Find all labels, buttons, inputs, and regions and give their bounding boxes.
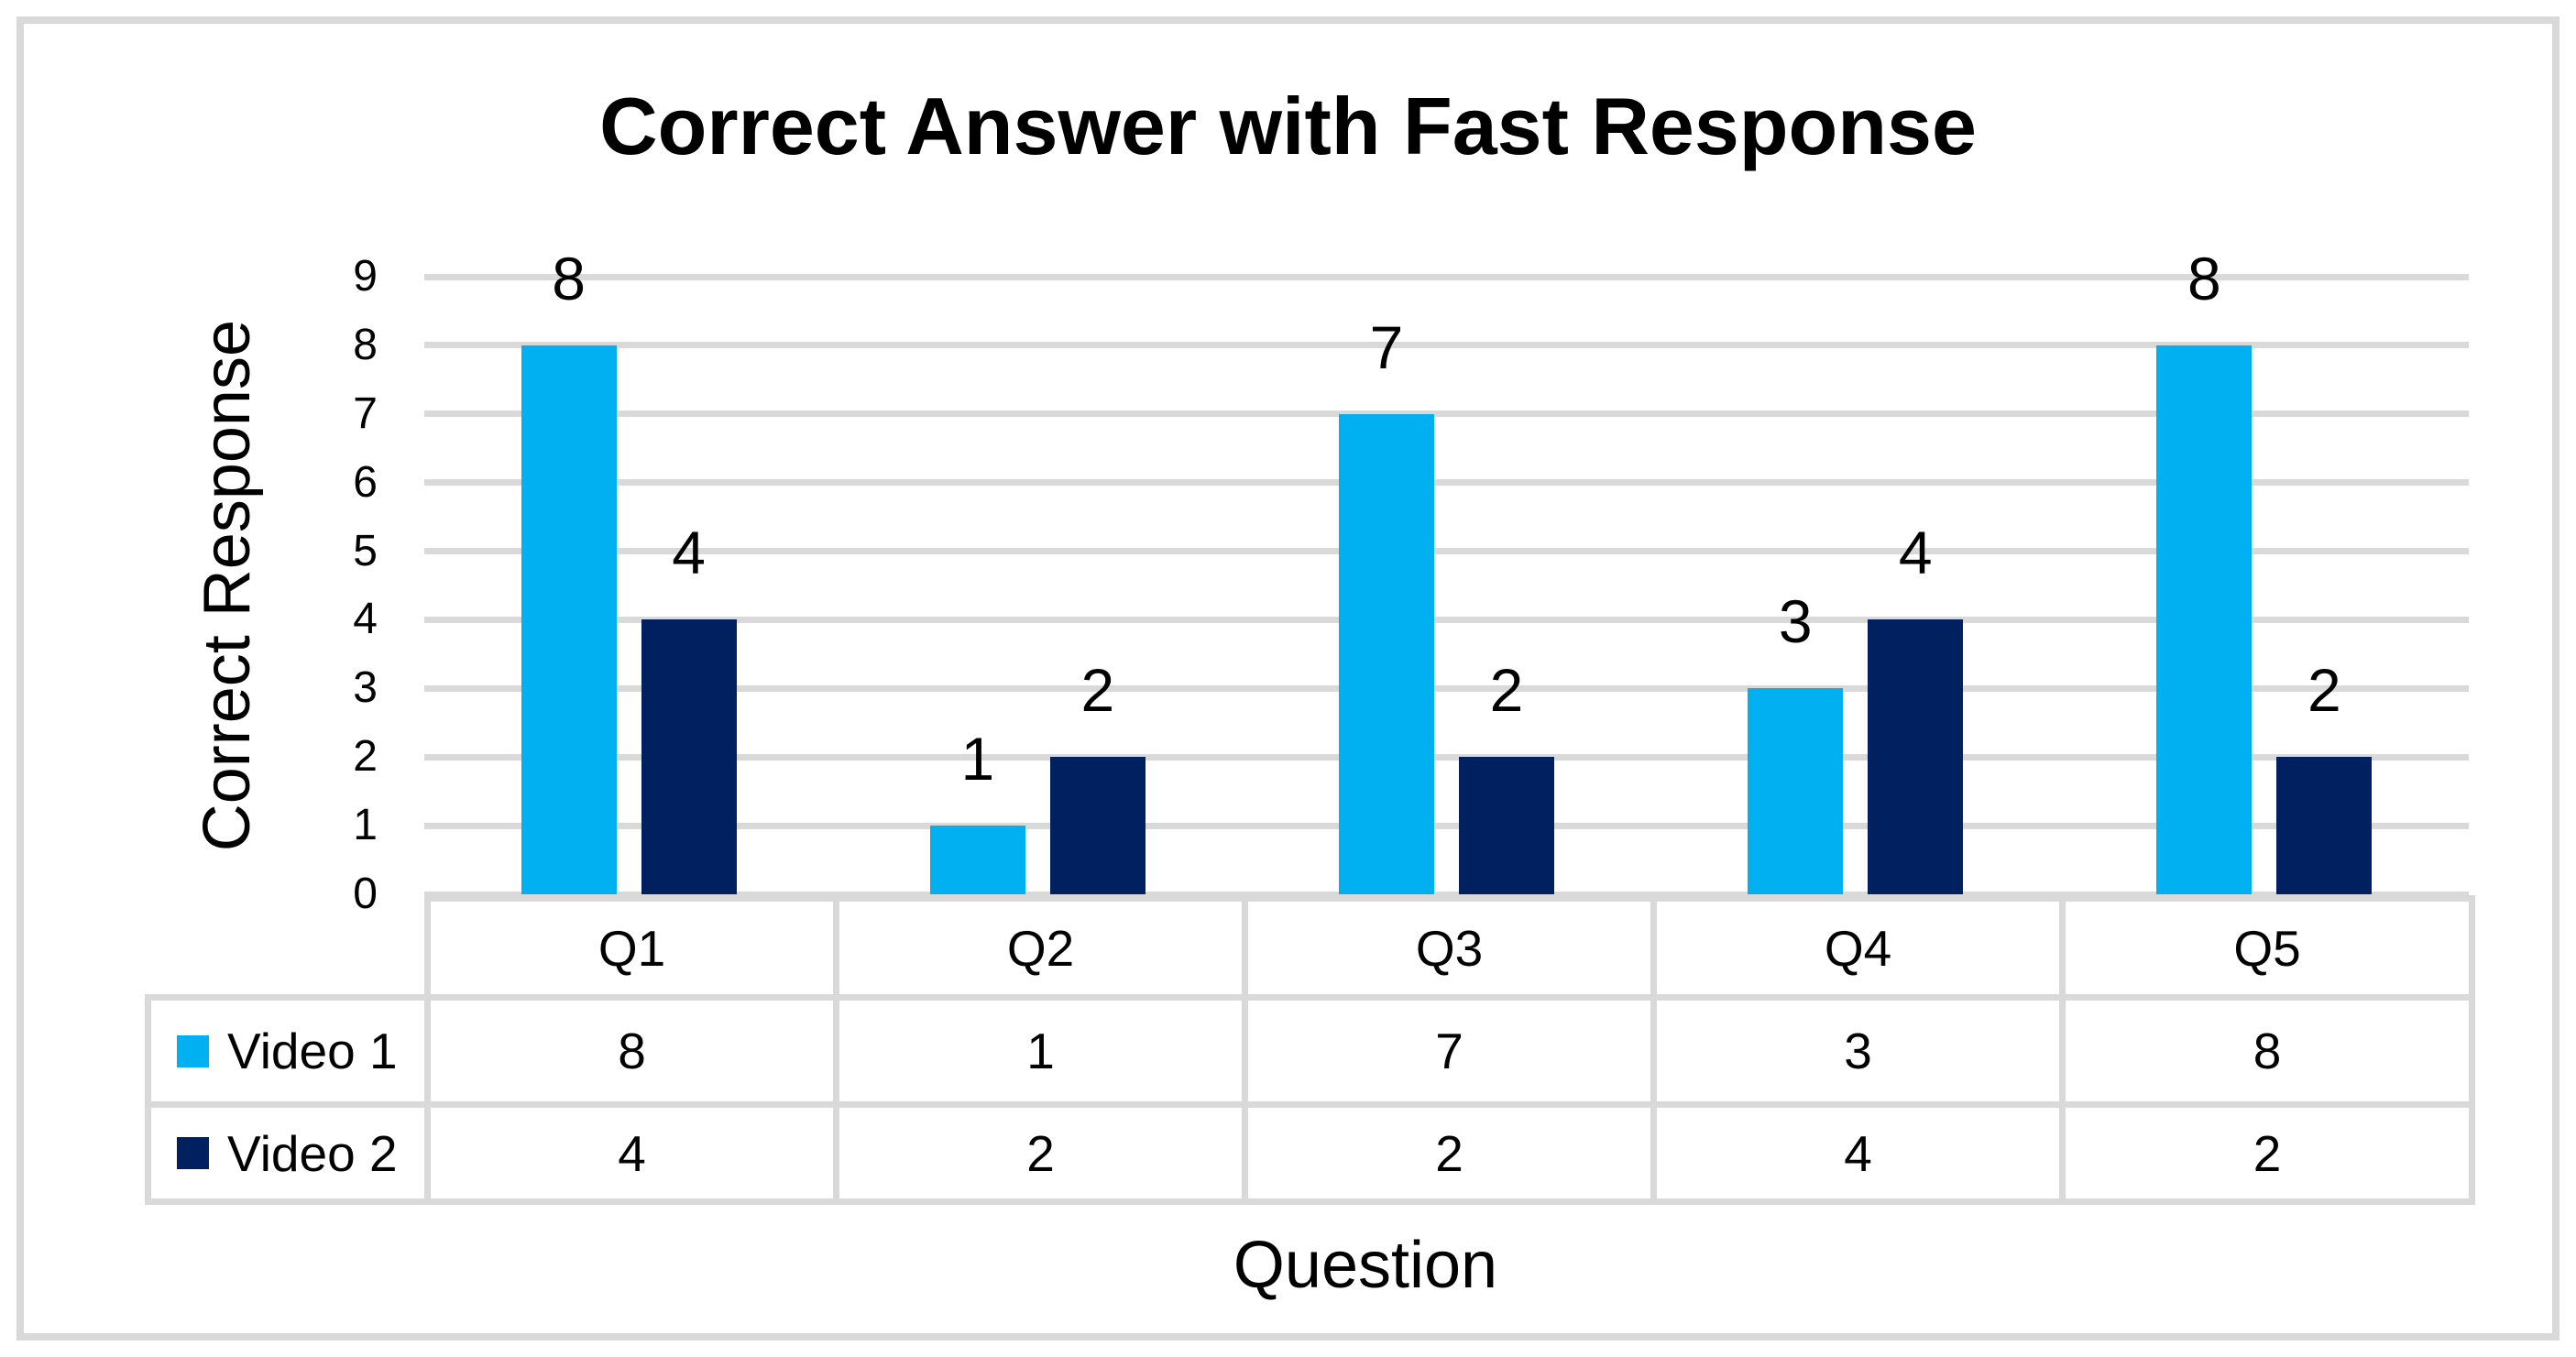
- chart-canvas: Correct Answer with Fast Response Correc…: [23, 23, 2553, 1334]
- data-label-video-2-q4: 4: [1898, 519, 1933, 587]
- x-axis-title: Question: [1233, 1229, 1498, 1302]
- legend-entry-video-1: Video 1: [155, 1022, 422, 1080]
- data-label-video-1-q4: 3: [1778, 587, 1813, 656]
- table-value-video-2-q2: 2: [833, 1101, 1248, 1205]
- data-label-video-2-q5: 2: [2307, 656, 2341, 725]
- legend-key-icon-video-2: [177, 1137, 209, 1169]
- legend-label-video-2: Video 2: [227, 1124, 398, 1182]
- category-header-q3: Q3: [1242, 895, 1657, 1001]
- bar-video-1-q2: [929, 826, 1025, 894]
- table-value-video-2-q5: 2: [2059, 1101, 2475, 1205]
- category-header-q4: Q4: [1650, 895, 2066, 1001]
- data-label-video-2-q2: 2: [1080, 656, 1115, 725]
- gridline-7: [424, 410, 2469, 418]
- y-axis-tick-label-4: 4: [353, 595, 378, 644]
- gridline-9: [424, 273, 2469, 280]
- bar-video-1-q5: [2156, 345, 2253, 894]
- chart-title: Correct Answer with Fast Response: [599, 81, 1977, 171]
- table-value-video-2-q1: 4: [424, 1101, 839, 1205]
- category-header-q1: Q1: [424, 895, 839, 1001]
- y-axis-tick-label-6: 6: [353, 457, 378, 507]
- category-header-q2: Q2: [833, 895, 1248, 1001]
- table-value-video-1-q1: 8: [424, 994, 839, 1108]
- gridline-3: [424, 684, 2469, 692]
- table-value-video-1-q4: 3: [1650, 994, 2066, 1108]
- data-label-video-1-q1: 8: [552, 244, 586, 312]
- gridline-8: [424, 342, 2469, 349]
- table-value-video-1-q2: 1: [833, 994, 1248, 1108]
- category-header-q5: Q5: [2059, 895, 2475, 1001]
- data-label-video-1-q5: 8: [2187, 244, 2221, 312]
- bar-video-2-q2: [1049, 757, 1145, 894]
- bar-video-1-q3: [1339, 413, 1434, 894]
- legend-entry-video-2: Video 2: [155, 1124, 422, 1183]
- gridline-5: [424, 548, 2469, 555]
- data-label-video-2-q1: 4: [672, 519, 706, 587]
- bar-video-2-q1: [641, 619, 737, 894]
- data-label-video-1-q3: 7: [1369, 312, 1404, 381]
- data-table-header-row: Q1 Q2 Q3 Q4 Q5: [148, 895, 2475, 1001]
- bar-video-2-q4: [1868, 619, 1964, 894]
- legend-video-2: Video 2: [145, 1101, 431, 1205]
- gridline-2: [424, 753, 2469, 761]
- data-label-video-2-q3: 2: [1489, 656, 1524, 725]
- y-axis-tick-label-1: 1: [353, 801, 378, 850]
- data-label-video-1-q2: 1: [960, 725, 995, 793]
- bar-video-2-q3: [1459, 757, 1554, 894]
- gridline-6: [424, 479, 2469, 487]
- table-value-video-2-q4: 4: [1650, 1101, 2066, 1205]
- legend-key-icon-video-1: [177, 1034, 209, 1067]
- y-axis-tick-label-9: 9: [353, 252, 378, 301]
- y-axis-tick-label-3: 3: [353, 663, 378, 713]
- gridline-0: [424, 891, 2469, 898]
- gridline-4: [424, 616, 2469, 623]
- bar-video-1-q4: [1748, 688, 1844, 894]
- legend-video-1: Video 1: [145, 994, 431, 1108]
- table-value-video-1-q3: 7: [1242, 994, 1657, 1108]
- y-axis-tick-label-7: 7: [353, 388, 378, 438]
- bar-video-1-q1: [521, 345, 617, 894]
- gridline-1: [424, 822, 2469, 829]
- data-table-corner: [148, 898, 431, 1001]
- bar-video-2-q5: [2276, 757, 2373, 894]
- table-value-video-1-q5: 8: [2059, 994, 2475, 1108]
- y-axis-tick-label-2: 2: [353, 732, 378, 782]
- y-axis-tick-label-8: 8: [353, 320, 378, 369]
- y-axis-tick-label-5: 5: [353, 526, 378, 575]
- table-value-video-2-q3: 2: [1242, 1101, 1657, 1205]
- legend-label-video-1: Video 1: [227, 1023, 398, 1079]
